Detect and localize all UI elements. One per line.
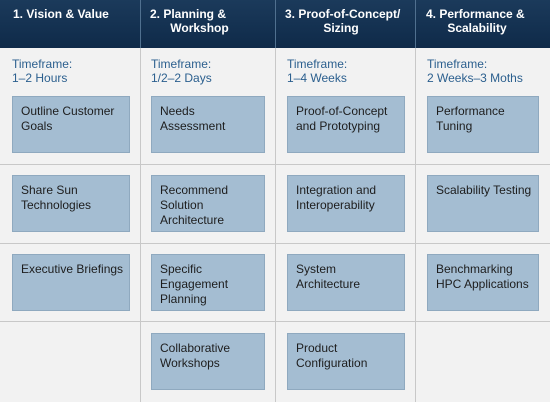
activity-box: Specific Engagement Planning [151,254,265,311]
activity-label: Scalability Testing [436,183,532,197]
column-divider [140,48,141,402]
timeframe-value: 2 Weeks–3 Moths [427,71,523,85]
phase-1-title: 1. Vision & Value [13,7,109,21]
activity-box: Share Sun Technologies [12,175,130,232]
activity-label: Proof-of-Concept and Prototyping [296,104,388,133]
row-divider [0,243,550,244]
activity-box: Proof-of-Concept and Prototyping [287,96,405,153]
activity-label: Executive Briefings [21,262,124,276]
activity-box: Collaborative Workshops [151,333,265,390]
header-divider [140,0,141,48]
timeframe-label: Timeframe: [427,57,488,71]
activity-label: Collaborative Workshops [160,341,231,370]
phase-2-title-line2: Workshop [170,21,229,35]
activity-box: Integration and Interoperability [287,175,405,232]
phase-1-header: 1. Vision & Value [0,0,140,48]
timeframe-label: Timeframe: [151,57,212,71]
timeframe-label: Timeframe: [12,57,73,71]
activity-box: Scalability Testing [427,175,539,232]
timeframe-value: 1–2 Hours [12,71,68,85]
header-divider [275,0,276,48]
activity-label: Benchmarking HPC Applications [436,262,529,291]
column-divider [415,48,416,402]
phase-header-row: 1. Vision & Value 2. Planning & Workshop… [0,0,550,48]
activity-label: Product Configuration [296,341,368,370]
phase-4-title-line2: Scalability [447,21,507,35]
activity-label: Recommend Solution Architecture [160,183,229,227]
header-divider [415,0,416,48]
activity-box: System Architecture [287,254,405,311]
row-divider [0,321,550,322]
activity-label: Specific Engagement Planning [160,262,229,306]
phase-3-timeframe: Timeframe: 1–4 Weeks [287,57,347,85]
phase-4-title: 4. Performance & [426,7,525,21]
phase-2-header: 2. Planning & Workshop [141,0,275,48]
phase-2-title: 2. Planning & [150,7,227,21]
column-divider [275,48,276,402]
activity-box: Outline Customer Goals [12,96,130,153]
activity-box: Needs Assessment [151,96,265,153]
phase-2-timeframe: Timeframe: 1/2–2 Days [151,57,212,85]
activity-box: Product Configuration [287,333,405,390]
activity-box: Recommend Solution Architecture [151,175,265,232]
activity-label: Share Sun Technologies [21,183,92,212]
phase-3-title: 3. Proof-of-Concept/ [285,7,401,21]
timeframe-value: 1/2–2 Days [151,71,212,85]
activity-box: Executive Briefings [12,254,130,311]
activity-label: Performance Tuning [436,104,505,133]
activity-label: Needs Assessment [160,104,226,133]
activity-label: System Architecture [296,262,361,291]
activity-box: Performance Tuning [427,96,539,153]
phase-1-timeframe: Timeframe: 1–2 Hours [12,57,72,85]
timeframe-label: Timeframe: [287,57,348,71]
activity-box: Benchmarking HPC Applications [427,254,539,311]
phase-3-title-line2: Sizing [323,21,359,35]
timeframe-value: 1–4 Weeks [287,71,347,85]
phase-3-header: 3. Proof-of-Concept/ Sizing [276,0,415,48]
activity-label: Outline Customer Goals [21,104,115,133]
row-divider [0,164,550,165]
activity-label: Integration and Interoperability [296,183,377,212]
phase-grid: Timeframe: 1–2 Hours Timeframe: 1/2–2 Da… [0,48,550,402]
phase-4-header: 4. Performance & Scalability [416,0,550,48]
phase-4-timeframe: Timeframe: 2 Weeks–3 Moths [427,57,523,85]
